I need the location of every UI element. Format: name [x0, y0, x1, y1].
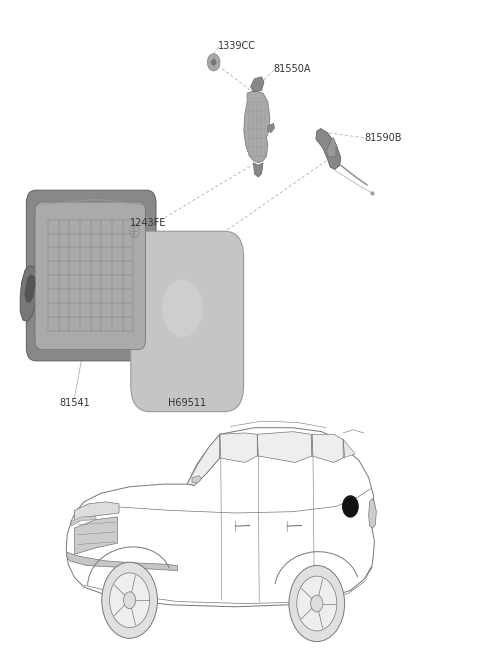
Polygon shape	[74, 517, 118, 554]
Text: 1339CC: 1339CC	[218, 41, 256, 51]
FancyBboxPatch shape	[131, 232, 244, 412]
Polygon shape	[253, 163, 263, 177]
Circle shape	[212, 60, 216, 65]
Text: 81590B: 81590B	[365, 133, 402, 143]
Polygon shape	[71, 516, 96, 526]
Polygon shape	[251, 77, 264, 92]
Circle shape	[109, 573, 150, 628]
Polygon shape	[343, 440, 355, 458]
Text: H69511: H69511	[168, 398, 206, 409]
Text: 81541: 81541	[59, 398, 90, 409]
Circle shape	[207, 54, 220, 71]
Circle shape	[123, 592, 136, 609]
Polygon shape	[312, 434, 343, 462]
Text: 1243FE: 1243FE	[130, 218, 166, 228]
Polygon shape	[187, 434, 220, 485]
Polygon shape	[192, 476, 202, 483]
Polygon shape	[316, 129, 341, 169]
Circle shape	[297, 576, 337, 631]
FancyBboxPatch shape	[35, 202, 145, 350]
Polygon shape	[257, 432, 312, 462]
FancyBboxPatch shape	[26, 190, 156, 361]
Polygon shape	[74, 502, 119, 522]
Polygon shape	[66, 552, 178, 571]
Circle shape	[289, 565, 345, 642]
Circle shape	[102, 562, 157, 638]
Polygon shape	[24, 274, 36, 303]
Circle shape	[343, 496, 358, 517]
Ellipse shape	[162, 279, 203, 337]
Text: 81550A: 81550A	[274, 64, 311, 74]
Polygon shape	[326, 138, 336, 157]
Circle shape	[130, 224, 139, 237]
Polygon shape	[244, 91, 270, 163]
Polygon shape	[268, 123, 275, 133]
Polygon shape	[220, 433, 257, 462]
Circle shape	[311, 595, 323, 612]
Polygon shape	[369, 499, 376, 528]
Polygon shape	[20, 266, 39, 321]
